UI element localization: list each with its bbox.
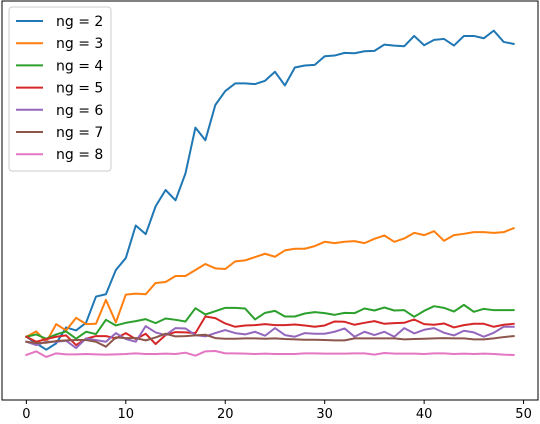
legend-label-2: ng = 3 [56, 36, 103, 52]
series-line-4 [25, 315, 515, 347]
series-line-6 [25, 332, 515, 348]
legend-box [8, 6, 112, 172]
series-line-1 [24, 29, 515, 351]
x-tick-label: 30 [316, 407, 333, 422]
series-layer [24, 29, 515, 358]
legend-label-4: ng = 5 [56, 81, 103, 97]
legend-label-1: ng = 2 [56, 14, 103, 30]
legend: ng = 2 ng = 3 ng = 4 ng = 5 ng = 6 ng = 7 ng =… [8, 6, 112, 172]
series-line-7 [25, 350, 515, 358]
x-tick-label: 10 [118, 407, 135, 422]
x-axis-ticks: 0 10 20 30 40 50 [22, 400, 532, 422]
x-tick-label: 0 [22, 407, 30, 422]
x-tick-label: 50 [515, 407, 532, 422]
x-tick-label: 40 [416, 407, 433, 422]
legend-label-6: ng = 7 [56, 125, 103, 141]
legend-label-7: ng = 8 [56, 147, 103, 163]
series-line-5 [25, 325, 515, 350]
legend-label-5: ng = 6 [56, 103, 103, 119]
series-line-2 [25, 226, 515, 344]
x-tick-label: 20 [217, 407, 234, 422]
series-line-3 [25, 303, 515, 340]
legend-label-3: ng = 4 [56, 58, 103, 74]
